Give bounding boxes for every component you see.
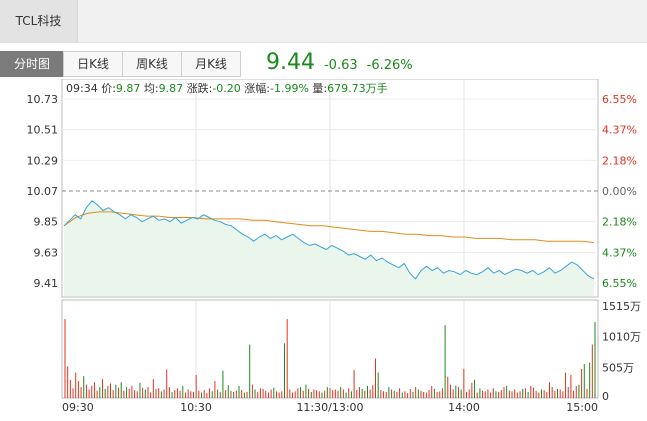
y-tick-label: 10.73 — [27, 93, 59, 106]
pct-tick-label: 0.00% — [602, 185, 637, 198]
y-tick-label: 10.29 — [27, 154, 59, 167]
tab-monthly-k[interactable]: 月K线 — [181, 51, 241, 77]
tab-daily-k[interactable]: 日K线 — [63, 51, 123, 77]
price-line — [63, 200, 595, 280]
tab-weekly-k[interactable]: 周K线 — [122, 51, 182, 77]
current-price: 9.44 — [266, 50, 315, 75]
top-bar: TCL科技 — [0, 0, 647, 43]
y-tick-label: 9.85 — [34, 216, 59, 229]
x-tick-label: 10:30 — [180, 401, 212, 414]
x-tick-label: 11:30/13:00 — [296, 401, 363, 414]
x-tick-label: 15:00 — [566, 401, 598, 414]
intraday-chart: 10.73 6.55% 10.51 4.37% 10.29 2.18% 10.07 0.00%… — [27, 79, 641, 414]
info-line: 09:34 价:9.87 均:9.87 涨跌:-0.20 涨幅:-1.99% 量… — [66, 81, 388, 95]
chart-tabs: 分时图 日K线 周K线 月K线 — [0, 51, 241, 77]
price-change-pct: -6.26% — [366, 58, 413, 73]
price-change: -0.63 — [323, 58, 358, 73]
pct-tick-label: 4.37% — [602, 246, 637, 259]
volume-tick-label: 0 — [602, 390, 609, 403]
pct-tick-label: 4.37% — [602, 124, 637, 137]
quote: 9.44 -0.63 -6.26% — [266, 50, 413, 75]
y-tick-label: 10.51 — [27, 124, 59, 137]
pct-tick-label: 2.18% — [602, 154, 637, 167]
pct-tick-label: 2.18% — [602, 216, 637, 229]
tab-intraday[interactable]: 分时图 — [0, 51, 64, 77]
x-tick-label: 09:30 — [62, 401, 94, 414]
price-area — [64, 200, 594, 296]
y-tick-label: 9.63 — [34, 246, 59, 259]
x-tick-label: 14:00 — [448, 401, 480, 414]
volume-tick-label: 1010万 — [602, 331, 641, 344]
pct-tick-label: 6.55% — [602, 277, 637, 290]
volume-tick-label: 1515万 — [602, 300, 641, 313]
pct-tick-label: 6.55% — [602, 93, 637, 106]
y-tick-label: 10.07 — [27, 185, 59, 198]
stock-tab[interactable]: TCL科技 — [0, 0, 78, 42]
volume-tick-label: 505万 — [602, 361, 634, 374]
y-tick-label: 9.41 — [34, 277, 59, 290]
